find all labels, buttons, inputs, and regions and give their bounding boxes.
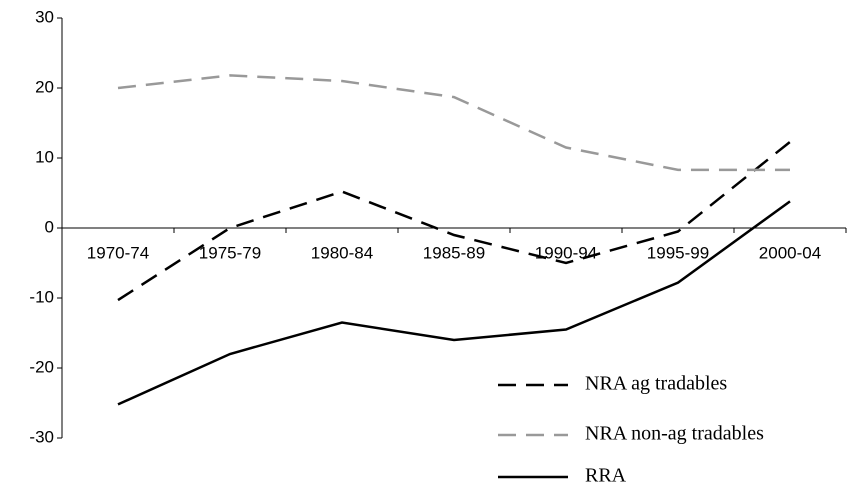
x-tick-label: 1985-89 — [423, 243, 485, 262]
x-tick-label: 1970-74 — [87, 243, 149, 262]
series-line — [117, 140, 791, 302]
legend-label: RRA — [585, 465, 627, 487]
series-line — [117, 74, 790, 172]
x-tick-label: 2000-04 — [759, 243, 821, 262]
legend-label: NRA ag tradables — [585, 373, 727, 395]
y-tick-label: -10 — [29, 287, 54, 306]
x-tick-label: 1995-99 — [647, 243, 709, 262]
series-line — [117, 200, 791, 406]
y-tick-label: 30 — [35, 7, 54, 26]
y-tick-label: 20 — [35, 77, 54, 96]
y-tick-label: 0 — [45, 217, 54, 236]
y-tick-label: -20 — [29, 357, 54, 376]
legend-label: NRA non-ag tradables — [585, 423, 764, 445]
y-tick-label: 10 — [35, 147, 54, 166]
x-tick-label: 1980-84 — [311, 243, 373, 262]
x-tick-label: 1990-94 — [535, 243, 597, 262]
y-tick-label: -30 — [29, 427, 54, 446]
x-tick-label: 1975-79 — [199, 243, 261, 262]
